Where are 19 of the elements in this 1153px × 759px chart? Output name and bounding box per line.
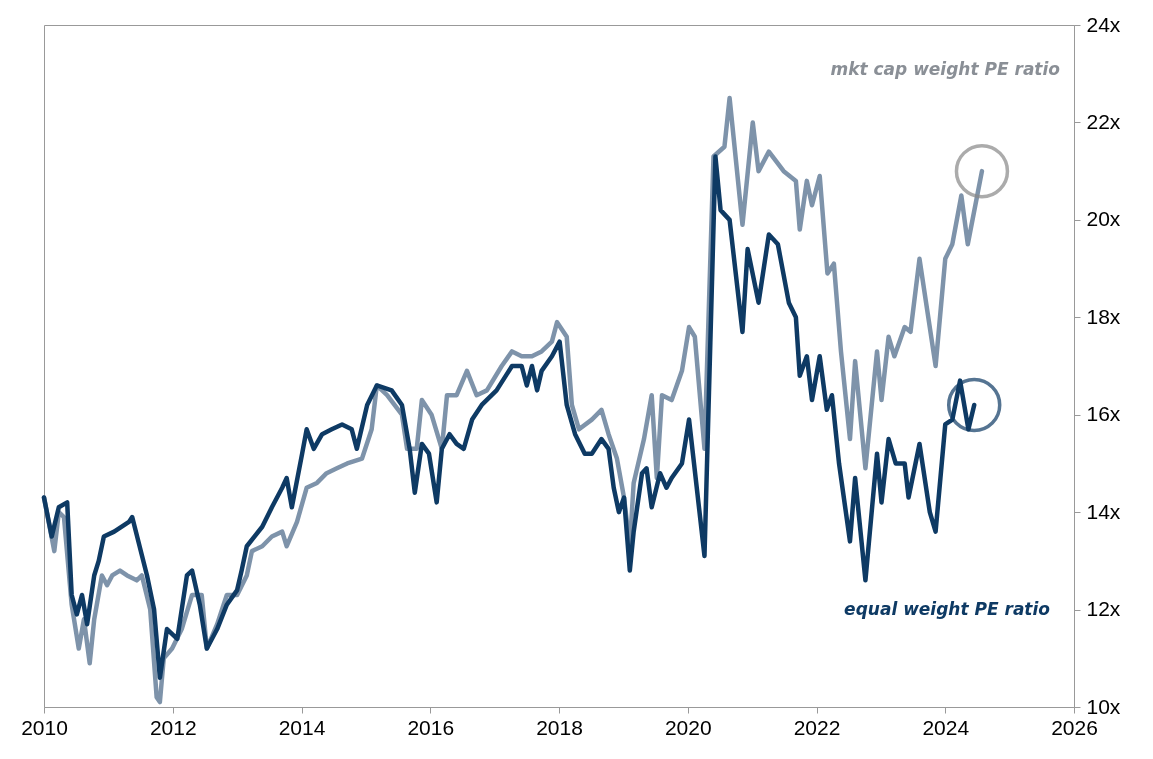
x-tick-label: 2022 [793, 715, 841, 739]
x-tick-label: 2012 [149, 715, 197, 739]
x-tick-label: 2016 [407, 715, 455, 739]
y-tick-label: 22x [1086, 109, 1121, 133]
x-tick-label: 2024 [922, 715, 970, 739]
x-tick-label: 2026 [1051, 715, 1098, 739]
x-tick-label: 2018 [536, 715, 583, 739]
x-tick-label: 2010 [21, 715, 68, 739]
y-tick-label: 18x [1086, 304, 1121, 328]
y-tick-label: 20x [1086, 207, 1121, 231]
y-tick-label: 24x [1086, 12, 1121, 36]
series-label: equal weight PE ratio [844, 599, 1051, 619]
text: mkt cap weight PE ratio [830, 59, 1061, 79]
y-tick-label: 16x [1086, 402, 1121, 426]
y-tick-label: 14x [1086, 499, 1121, 523]
x-tick-label: 2014 [278, 715, 326, 739]
y-tick-label: 10x [1086, 694, 1121, 718]
x-tick-label: 2020 [664, 715, 712, 739]
y-tick-label: 12x [1086, 597, 1121, 621]
